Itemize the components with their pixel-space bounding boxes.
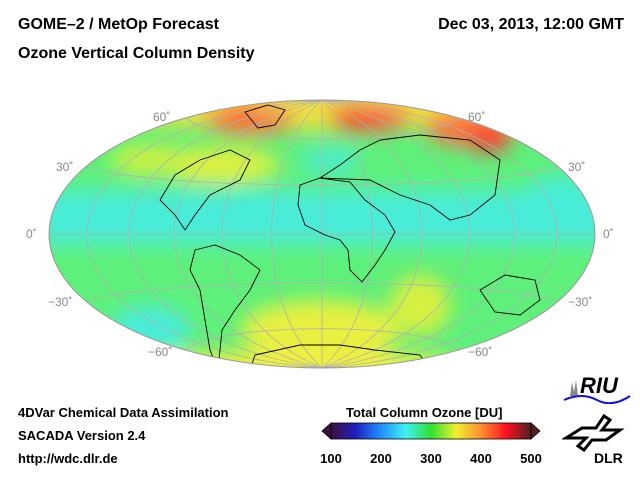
lat-label-left-60: 60˚ (153, 110, 171, 124)
meridian-line (271, 100, 323, 368)
lat-label-left-30: 30˚ (56, 160, 74, 174)
footer-line-assimilation: 4DVar Chemical Data Assimilation (18, 405, 229, 420)
footer-link[interactable]: http://wdc.dlr.de (18, 451, 118, 466)
meridian-line (86, 100, 323, 368)
meridian-line (321, 100, 471, 368)
lat-label-right-m60: −60˚ (468, 345, 493, 359)
riu-logo: RIU (562, 373, 632, 404)
colorbar-tick-200: 200 (370, 451, 392, 466)
colorbar-tick-400: 400 (470, 451, 492, 466)
lat-label-left-0: 0˚ (26, 227, 37, 241)
riu-logo-text: RIU (580, 373, 618, 398)
forecast-datetime: Dec 03, 2013, 12:00 GMT (438, 16, 624, 33)
meridian-line (321, 100, 558, 368)
meridian-line (221, 100, 323, 368)
colorbar (321, 422, 541, 440)
lat-label-right-60: 60˚ (468, 110, 486, 124)
dlr-logo-text: DLR (594, 450, 623, 466)
colorbar-tick-300: 300 (420, 451, 442, 466)
product-subtitle: Ozone Vertical Column Density (18, 45, 255, 62)
lat-label-left-m30: −30˚ (48, 295, 73, 309)
lat-label-left-m60: −60˚ (148, 345, 173, 359)
ozone-field (49, 100, 595, 368)
dlr-logo: DLR (562, 412, 632, 470)
coastlines (159, 104, 541, 368)
meridian-line (128, 100, 323, 368)
lat-label-right-m30: −30˚ (568, 295, 593, 309)
colorbar-title: Total Column Ozone [DU] (346, 405, 503, 420)
colorbar-tick-500: 500 (520, 451, 542, 466)
product-title: GOME–2 / MetOp Forecast (18, 16, 219, 33)
dlr-emblem-icon (562, 413, 625, 452)
lat-label-right-30: 30˚ (568, 160, 586, 174)
colorbar-tick-100: 100 (320, 451, 342, 466)
globe-outline (48, 99, 596, 369)
meridian-line (321, 100, 423, 368)
lat-label-right-0: 0˚ (603, 227, 614, 241)
colorbar-high-arrow (530, 422, 541, 440)
meridian-line (321, 100, 373, 368)
colorbar-low-arrow (321, 422, 332, 440)
footer-line-version: SACADA Version 2.4 (18, 428, 146, 443)
meridian-line (173, 100, 323, 368)
colorbar-gradient (330, 422, 532, 440)
meridian-line (321, 100, 516, 368)
